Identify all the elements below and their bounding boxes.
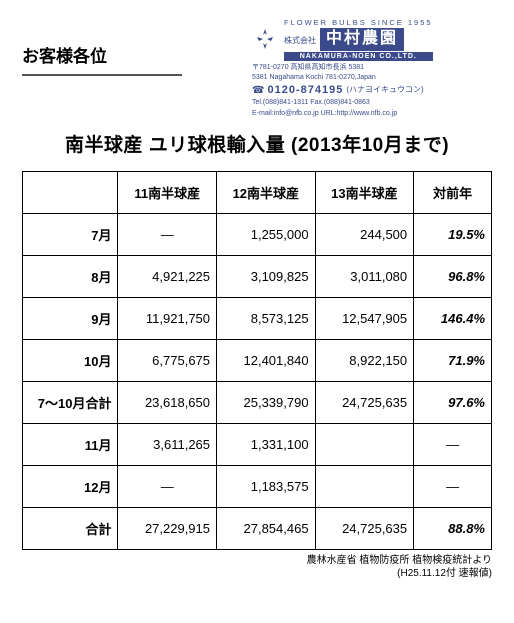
freedial-icon: ☎ <box>252 84 264 97</box>
company-top: FLOWER BULBS SINCE 1955 株式会社 中村農園 NAKAMU… <box>252 18 492 61</box>
cell-c13: 3,011,080 <box>315 255 414 297</box>
cell-c12: 27,854,465 <box>217 507 316 549</box>
cell-c13: 244,500 <box>315 213 414 255</box>
row-label: 10月 <box>23 339 118 381</box>
cell-c11: 23,618,650 <box>118 381 217 423</box>
row-label: 7～10月合計 <box>23 381 118 423</box>
row-label: 合計 <box>23 507 118 549</box>
freedial-paren: (ハナヨイキュウコン) <box>346 85 423 95</box>
company-block: FLOWER BULBS SINCE 1955 株式会社 中村農園 NAKAMU… <box>252 18 492 118</box>
row-label: 11月 <box>23 423 118 465</box>
cell-c13: 8,922,150 <box>315 339 414 381</box>
table-header-row: 11南半球産 12南半球産 13南半球産 対前年 <box>23 171 492 213</box>
page-title: 南半球産 ユリ球根輸入量 (2013年10月まで) <box>22 130 492 157</box>
cell-c12: 8,573,125 <box>217 297 316 339</box>
cell-c11: — <box>118 213 217 255</box>
cell-pct: — <box>414 465 492 507</box>
source-line2: (H25.11.12付 速報値) <box>397 568 492 579</box>
table-row: 7月—1,255,000244,50019.5% <box>23 213 492 255</box>
table-row: 8月4,921,2253,109,8253,011,08096.8% <box>23 255 492 297</box>
slogan: FLOWER BULBS SINCE 1955 <box>284 18 433 28</box>
table-row: 合計27,229,91527,854,46524,725,63588.8% <box>23 507 492 549</box>
freedial: ☎ 0120-874195 (ハナヨイキュウコン) <box>252 83 492 97</box>
addressee-block: お客様各位 <box>22 18 182 76</box>
company-name: 中村農園 <box>320 28 404 51</box>
table-row: 10月6,775,67512,401,8408,922,15071.9% <box>23 339 492 381</box>
row-label: 8月 <box>23 255 118 297</box>
cell-pct: 96.8% <box>414 255 492 297</box>
cell-pct: 19.5% <box>414 213 492 255</box>
addr-en: 5381 Nagahama Kochi 781-0270,Japan <box>252 73 492 82</box>
company-name-en: NAKAMURA-NOEN CO.,LTD. <box>284 52 433 61</box>
cell-pct: 146.4% <box>414 297 492 339</box>
table-row: 12月—1,183,575— <box>23 465 492 507</box>
source-note: 農林水産省 植物防疫所 植物検疫統計より (H25.11.12付 速報値) <box>22 554 492 580</box>
addr-jp: 〒781-0270 高知県高知市長浜 5381 <box>252 63 492 72</box>
cell-c12: 1,255,000 <box>217 213 316 255</box>
cell-c13: 24,725,635 <box>315 507 414 549</box>
cell-c13 <box>315 423 414 465</box>
row-label: 9月 <box>23 297 118 339</box>
cell-c13: 24,725,635 <box>315 381 414 423</box>
table-row: 9月11,921,7508,573,12512,547,905146.4% <box>23 297 492 339</box>
cell-c11: 11,921,750 <box>118 297 217 339</box>
company-logo-icon <box>252 26 278 52</box>
table-row: 11月3,611,2651,331,100 — <box>23 423 492 465</box>
col-header-pct: 対前年 <box>414 171 492 213</box>
source-line1: 農林水産省 植物防疫所 植物検疫統計より <box>307 555 492 566</box>
cell-c13: 12,547,905 <box>315 297 414 339</box>
company-label: 株式会社 <box>284 36 316 46</box>
cell-pct: 88.8% <box>414 507 492 549</box>
import-table: 11南半球産 12南半球産 13南半球産 対前年 7月—1,255,000244… <box>22 171 492 550</box>
table-row: 7～10月合計23,618,65025,339,79024,725,63597.… <box>23 381 492 423</box>
cell-pct: — <box>414 423 492 465</box>
cell-c12: 12,401,840 <box>217 339 316 381</box>
email-url: E-mail:info@nfb.co.jp URL:http://www.nfb… <box>252 109 492 118</box>
cell-pct: 71.9% <box>414 339 492 381</box>
company-name-row: 株式会社 中村農園 <box>284 28 433 51</box>
cell-pct: 97.6% <box>414 381 492 423</box>
cell-c11: 6,775,675 <box>118 339 217 381</box>
cell-c13 <box>315 465 414 507</box>
col-header-blank <box>23 171 118 213</box>
cell-c11: 27,229,915 <box>118 507 217 549</box>
addressee: お客様各位 <box>22 42 182 67</box>
col-header-13: 13南半球産 <box>315 171 414 213</box>
freedial-number: 0120-874195 <box>267 83 343 97</box>
tel-fax: Tel.(088)841-1311 Fax.(088)841-0863 <box>252 98 492 107</box>
cell-c11: 4,921,225 <box>118 255 217 297</box>
col-header-12: 12南半球産 <box>217 171 316 213</box>
cell-c11: — <box>118 465 217 507</box>
cell-c11: 3,611,265 <box>118 423 217 465</box>
cell-c12: 1,183,575 <box>217 465 316 507</box>
row-label: 12月 <box>23 465 118 507</box>
cell-c12: 3,109,825 <box>217 255 316 297</box>
col-header-11: 11南半球産 <box>118 171 217 213</box>
addressee-underline <box>22 73 182 76</box>
row-label: 7月 <box>23 213 118 255</box>
cell-c12: 1,331,100 <box>217 423 316 465</box>
header: お客様各位 FLOWER BULBS SINCE 1955 株式会社 中村農園 … <box>22 18 492 118</box>
cell-c12: 25,339,790 <box>217 381 316 423</box>
